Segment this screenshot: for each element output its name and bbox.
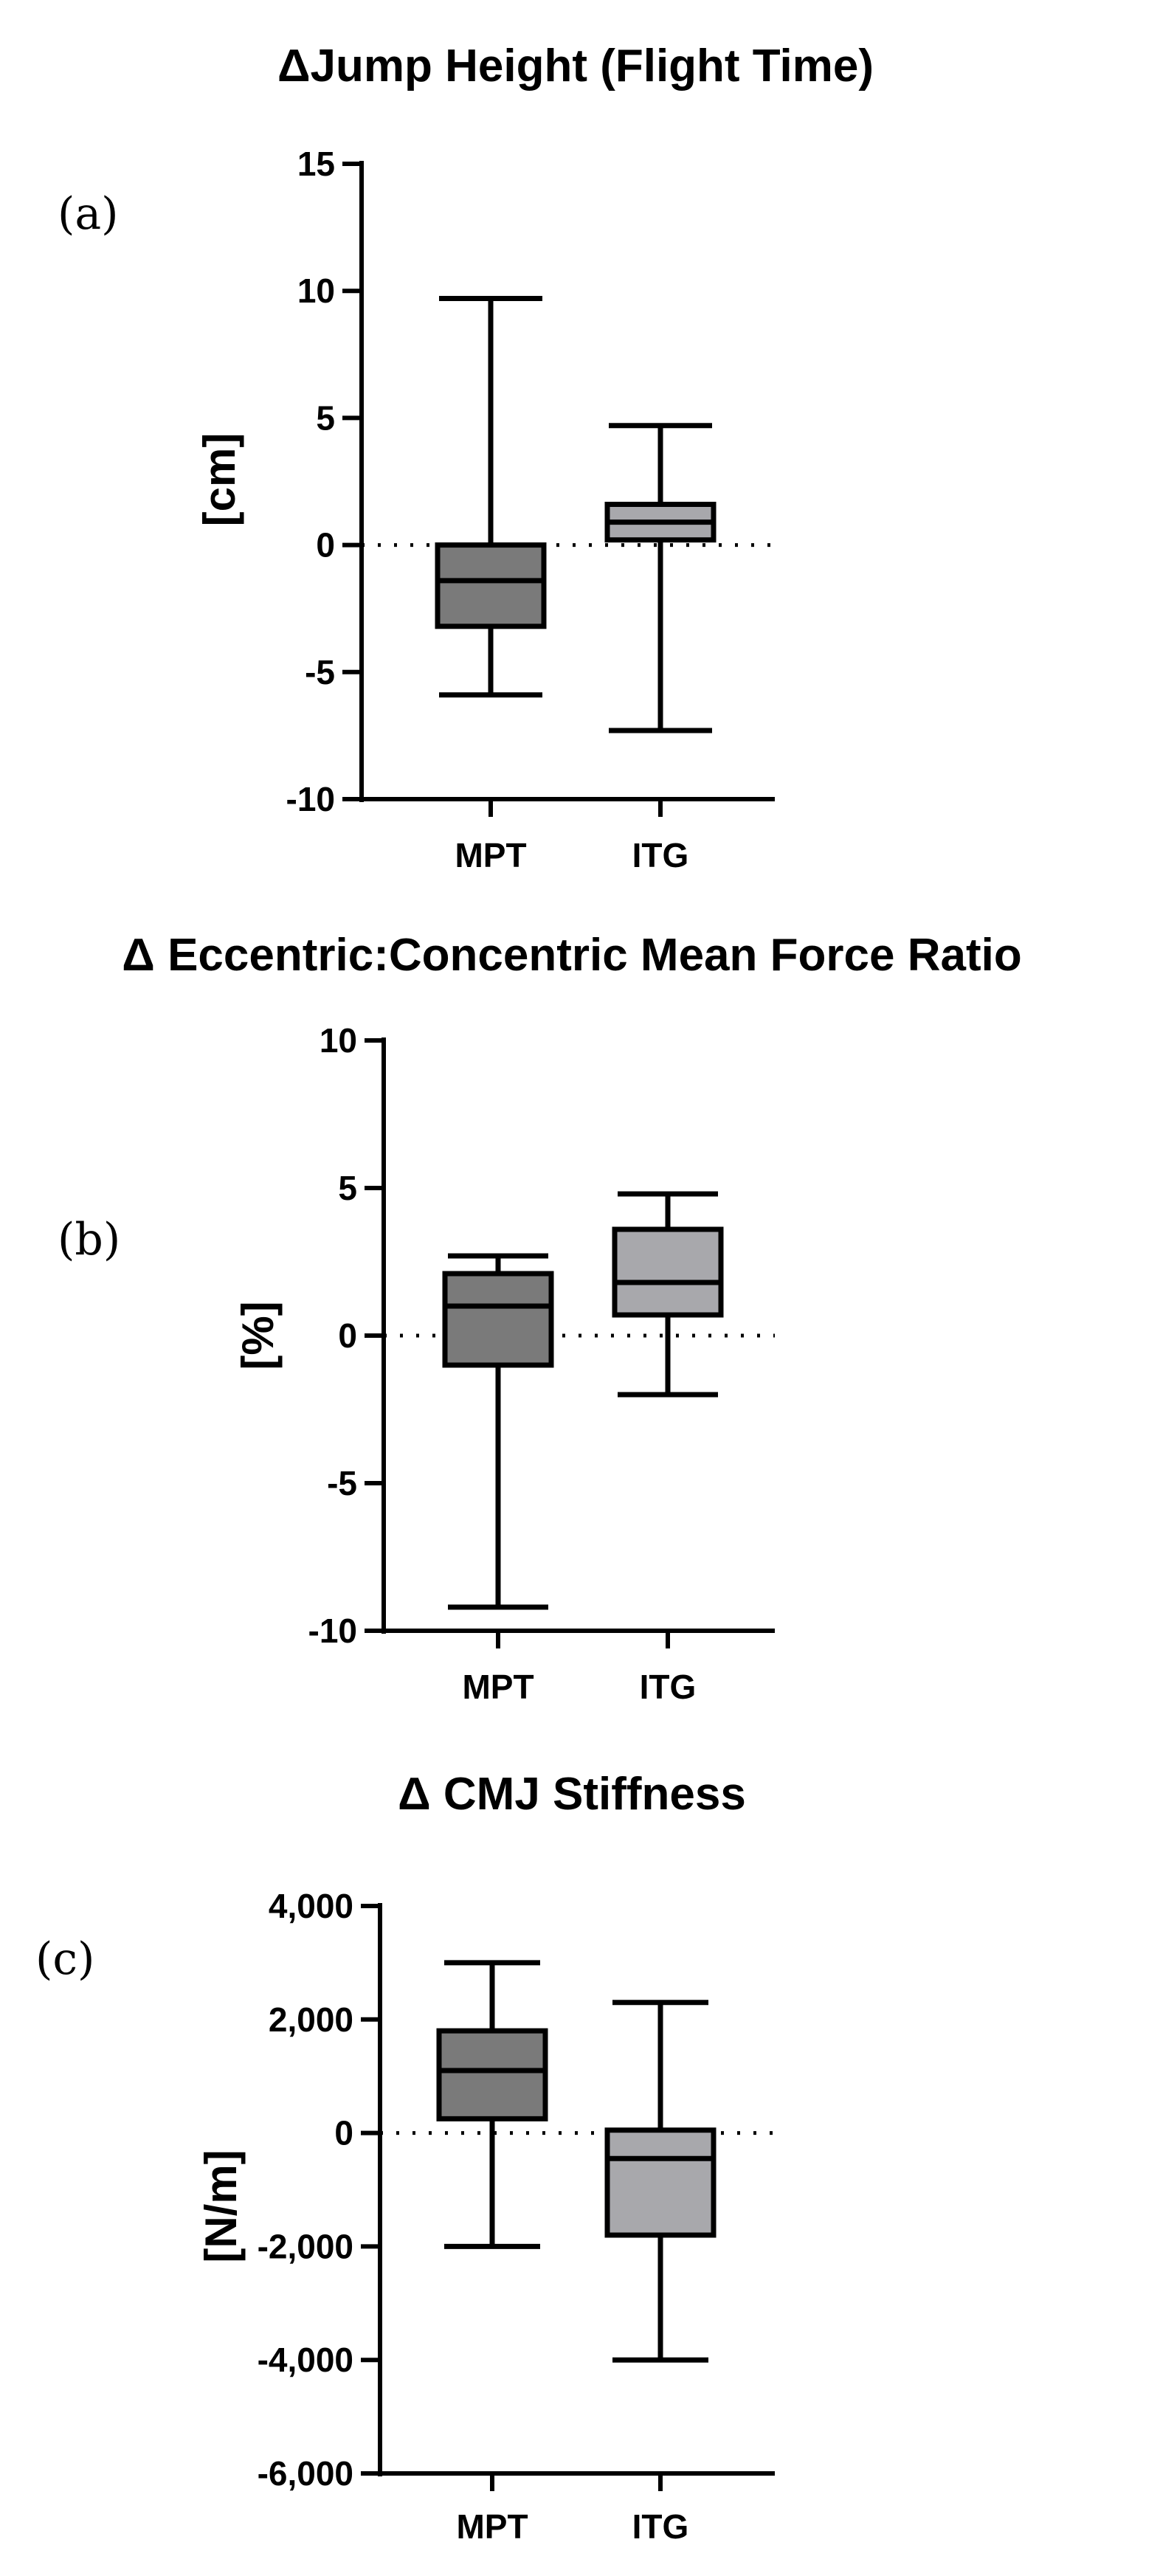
chart-title: Δ Eccentric:Concentric Mean Force Ratio (122, 930, 1021, 981)
y-tick-label: 5 (316, 398, 335, 437)
chart-title: Δ CMJ Stiffness (398, 1769, 746, 1820)
x-tick-label: MPT (456, 2507, 528, 2546)
chart-panel-1: ΔJump Height (Flight Time) (a) [cm] -10 -5 0 5… (58, 41, 874, 874)
y-tick-label: 2,000 (269, 2000, 353, 2039)
y-axis-label: [%] (233, 1301, 283, 1370)
chart-panel-2: Δ Eccentric:Concentric Mean Force Ratio (… (58, 930, 1022, 1706)
box-mpt (442, 1253, 554, 1610)
y-tick-label: -5 (327, 1464, 357, 1502)
y-tick-label: -10 (308, 1612, 357, 1650)
box-itg (604, 2000, 717, 2363)
y-tick-label: -5 (305, 653, 335, 691)
x-tick-label: MPT (455, 836, 526, 874)
panel-label: (a) (58, 188, 119, 240)
y-axis-label: [N/m] (196, 2149, 246, 2262)
y-tick-label: 0 (334, 2114, 353, 2152)
x-tick-label: MPT (462, 1668, 534, 1706)
y-tick-label: 0 (338, 1316, 357, 1355)
box-mpt (435, 296, 547, 698)
box-mpt (436, 1960, 548, 2249)
panel-label: (b) (58, 1214, 120, 1265)
panel-label: (c) (35, 1933, 94, 1985)
iqr-box (612, 1226, 724, 1318)
y-tick-label: 0 (316, 526, 335, 564)
iqr-box (442, 1271, 554, 1368)
y-tick-label: -4,000 (258, 2341, 353, 2379)
y-tick-label: -2,000 (258, 2227, 353, 2265)
y-axis-label: [cm] (195, 433, 244, 527)
chart-title: ΔJump Height (Flight Time) (277, 41, 874, 91)
iqr-box (436, 2028, 548, 2121)
iqr-box (435, 542, 547, 629)
y-tick-label: 4,000 (269, 1887, 353, 1925)
box-itg (604, 423, 717, 733)
x-tick-label: ITG (632, 2507, 689, 2546)
y-tick-label: -10 (286, 780, 335, 818)
iqr-box (604, 2127, 717, 2238)
y-tick-label: 10 (320, 1021, 357, 1060)
y-tick-label: 15 (297, 145, 335, 183)
box-itg (612, 1191, 724, 1398)
x-tick-label: ITG (632, 836, 689, 874)
y-tick-label: 10 (297, 272, 335, 310)
chart-panel-3: Δ CMJ Stiffness (c) [N/m] -6,000 -4,000 -2,00… (35, 1769, 775, 2546)
y-tick-label: -6,000 (258, 2454, 353, 2493)
y-tick-label: 5 (338, 1169, 357, 1207)
x-tick-label: ITG (640, 1668, 697, 1706)
